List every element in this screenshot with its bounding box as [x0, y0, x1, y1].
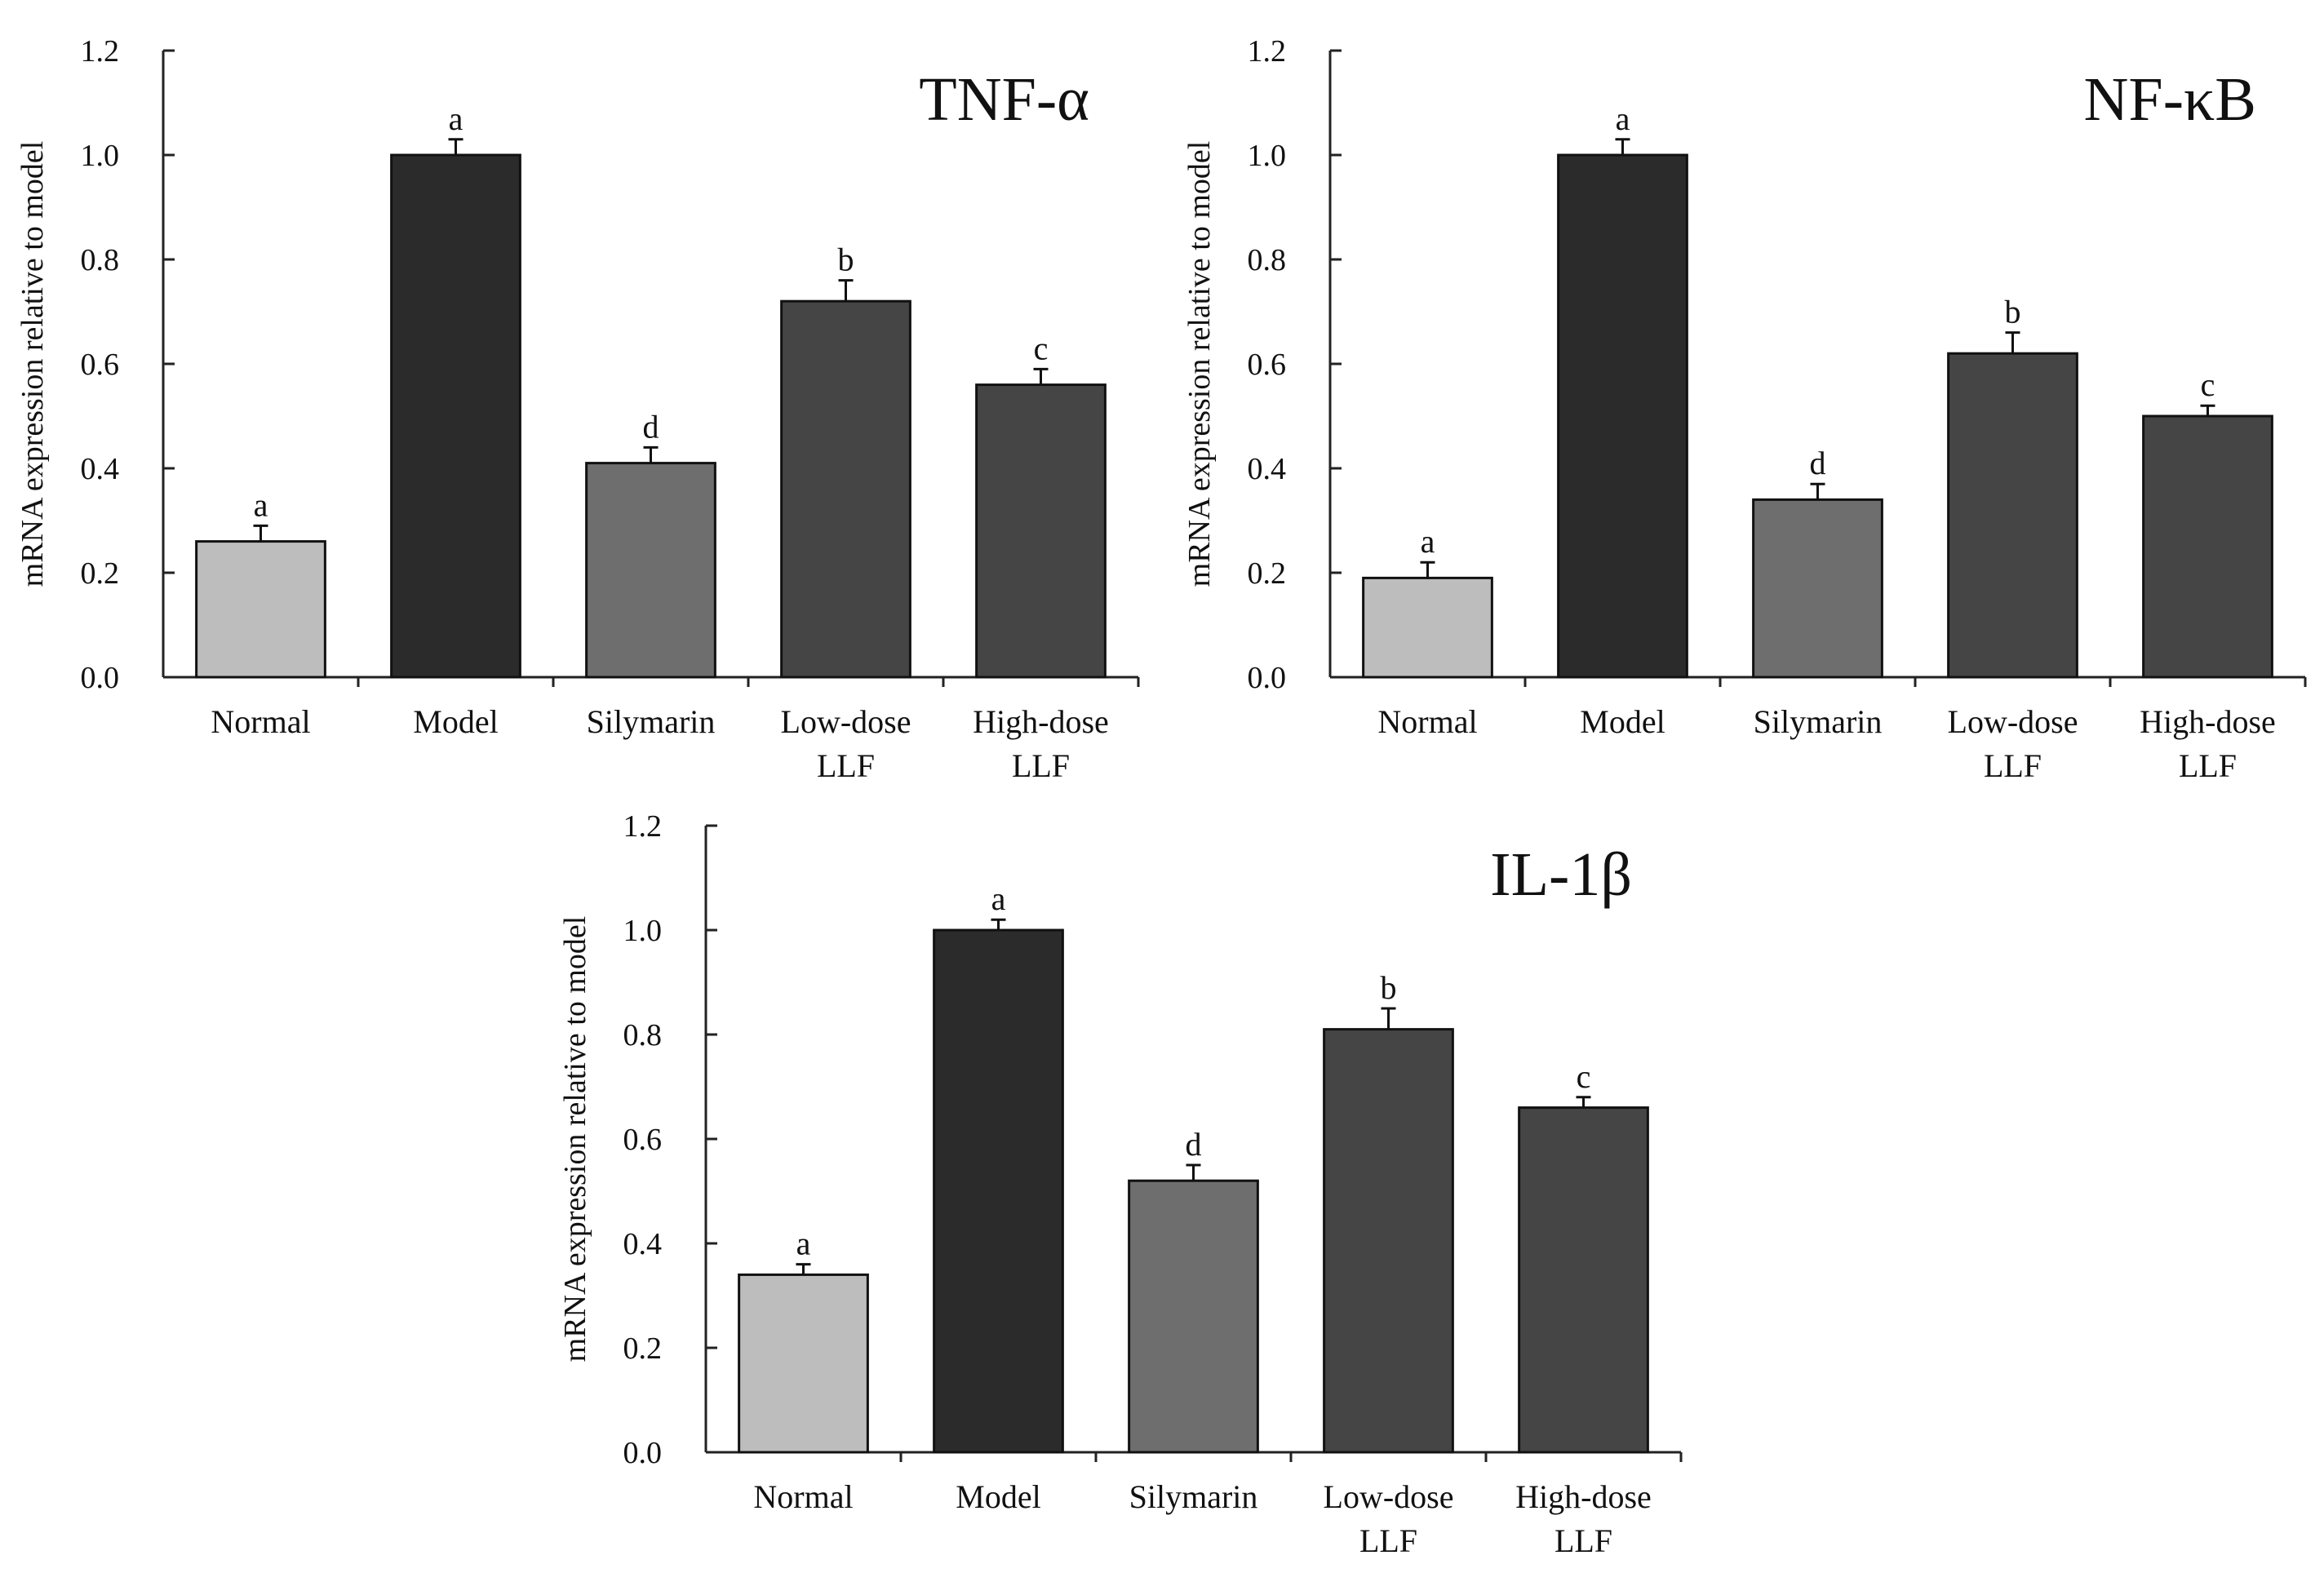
y-axis-label: mRNA expression relative to model [16, 141, 50, 587]
significance-low-dose-llf: b [1381, 969, 1397, 1006]
significance-model: a [991, 880, 1006, 917]
chart-svg: mRNA expression relative to model 0.0 0.2 0… [558, 809, 1683, 1559]
category-label-high-dose-llf: LLF [1012, 747, 1070, 784]
category-label-high-dose-llf: High-dose [2140, 703, 2276, 740]
significance-low-dose-llf: b [838, 241, 854, 278]
y-tick-label: 0.2 [81, 556, 120, 591]
bar-high-dose-llf [975, 383, 1107, 679]
bar-silymarin [1128, 1179, 1259, 1454]
error-bar-high-dose-llf [1033, 367, 1049, 385]
category-label-low-dose-llf: LLF [1359, 1522, 1417, 1559]
bar-normal [1362, 576, 1493, 679]
category-label-normal: Normal [1377, 703, 1477, 740]
significance-low-dose-llf: b [2005, 294, 2021, 330]
y-tick-label: 0.2 [623, 1332, 663, 1366]
bar-silymarin [585, 462, 716, 679]
bar-normal [738, 1273, 869, 1454]
category-label-high-dose-llf: LLF [1555, 1522, 1612, 1559]
y-tick-label: 0.0 [81, 661, 120, 695]
y-tick-label: 0.4 [623, 1227, 663, 1261]
significance-model: a [1616, 100, 1630, 137]
y-axis-label: mRNA expression relative to model [558, 916, 592, 1363]
y-tick-label: 0.8 [81, 243, 120, 277]
y-tick-label: 1.2 [623, 809, 663, 844]
y-tick-label: 0.0 [1248, 661, 1287, 695]
error-bar-high-dose-llf [2200, 404, 2215, 416]
category-label-silymarin: Silymarin [587, 703, 716, 740]
bar-low-dose-llf [780, 299, 911, 679]
significance-high-dose-llf: c [1577, 1058, 1591, 1095]
error-bar-model [448, 138, 463, 155]
y-tick-label: 1.0 [623, 914, 663, 948]
y-tick-label: 1.0 [81, 139, 120, 173]
bar-model [1557, 153, 1688, 679]
y-axis-label: mRNA expression relative to model [1182, 141, 1217, 587]
bar-normal [195, 540, 326, 679]
y-tick-label: 1.0 [1248, 139, 1287, 173]
chart-title: NF-κB [2084, 65, 2256, 134]
y-tick-label: 0.4 [81, 452, 120, 486]
y-tick-label: 0.6 [1248, 348, 1287, 382]
significance-silymarin: d [643, 408, 659, 445]
y-tick-label: 0.6 [81, 348, 120, 382]
error-bar-model [991, 918, 1006, 930]
category-label-model: Model [413, 703, 498, 740]
y-tick-label: 0.4 [1248, 452, 1287, 486]
chart-il-1b: mRNA expression relative to model 0.0 0.2 0… [543, 775, 1705, 1573]
significance-high-dose-llf: c [2201, 366, 2215, 403]
error-bar-silymarin [1186, 1163, 1201, 1181]
category-label-low-dose-llf: Low-dose [1324, 1478, 1454, 1515]
category-label-silymarin: Silymarin [1129, 1478, 1258, 1515]
bar-silymarin [1752, 498, 1883, 679]
error-bar-model [1615, 138, 1630, 155]
y-tick-label: 0.2 [1248, 556, 1287, 591]
bar-model [390, 153, 521, 679]
category-label-low-dose-llf: LLF [1984, 747, 2042, 784]
y-tick-label: 0.8 [623, 1018, 663, 1052]
chart-nf-kb: mRNA expression relative to model 0.0 0.2 0… [1167, 0, 2324, 784]
chart-svg: mRNA expression relative to model 0.0 0.2 0… [1182, 34, 2307, 784]
error-bar-silymarin [1810, 482, 1825, 500]
chart-tnf-alpha: mRNA expression relative to model 0.0 0.2 0… [0, 0, 1162, 784]
category-label-low-dose-llf: Low-dose [781, 703, 911, 740]
bar-low-dose-llf [1323, 1028, 1454, 1454]
category-label-model: Model [1580, 703, 1665, 740]
significance-normal: a [796, 1225, 811, 1262]
category-label-normal: Normal [753, 1478, 853, 1515]
bar-model [933, 928, 1064, 1454]
y-tick-label: 0.6 [623, 1123, 663, 1157]
bar-high-dose-llf [2142, 414, 2273, 679]
category-label-low-dose-llf: Low-dose [1948, 703, 2078, 740]
category-label-high-dose-llf: High-dose [1515, 1478, 1652, 1515]
error-bar-low-dose-llf [2005, 331, 2020, 354]
category-label-silymarin: Silymarin [1754, 703, 1883, 740]
category-label-normal: Normal [211, 703, 310, 740]
error-bar-silymarin [643, 445, 659, 463]
y-tick-label: 0.0 [623, 1436, 663, 1470]
chart-svg: mRNA expression relative to model 0.0 0.2 0… [16, 34, 1140, 784]
category-label-high-dose-llf: LLF [2179, 747, 2237, 784]
significance-silymarin: d [1810, 445, 1826, 481]
error-bar-low-dose-llf [838, 279, 854, 302]
category-label-model: Model [956, 1478, 1040, 1515]
error-bar-high-dose-llf [1576, 1096, 1591, 1108]
y-tick-label: 1.2 [1248, 34, 1287, 69]
significance-silymarin: d [1186, 1126, 1202, 1163]
category-label-low-dose-llf: LLF [817, 747, 875, 784]
bar-low-dose-llf [1947, 352, 2078, 679]
y-tick-label: 0.8 [1248, 243, 1287, 277]
significance-normal: a [1421, 523, 1435, 560]
chart-title: IL-1β [1490, 840, 1632, 909]
y-tick-label: 1.2 [81, 34, 120, 69]
category-label-high-dose-llf: High-dose [973, 703, 1109, 740]
error-bar-low-dose-llf [1381, 1007, 1396, 1030]
significance-model: a [449, 100, 463, 137]
bar-high-dose-llf [1518, 1106, 1649, 1454]
error-bar-normal [796, 1263, 811, 1275]
error-bar-normal [1420, 561, 1435, 578]
significance-high-dose-llf: c [1034, 330, 1049, 366]
error-bar-normal [253, 524, 268, 542]
significance-normal: a [254, 486, 268, 523]
chart-title: TNF-α [919, 65, 1089, 134]
